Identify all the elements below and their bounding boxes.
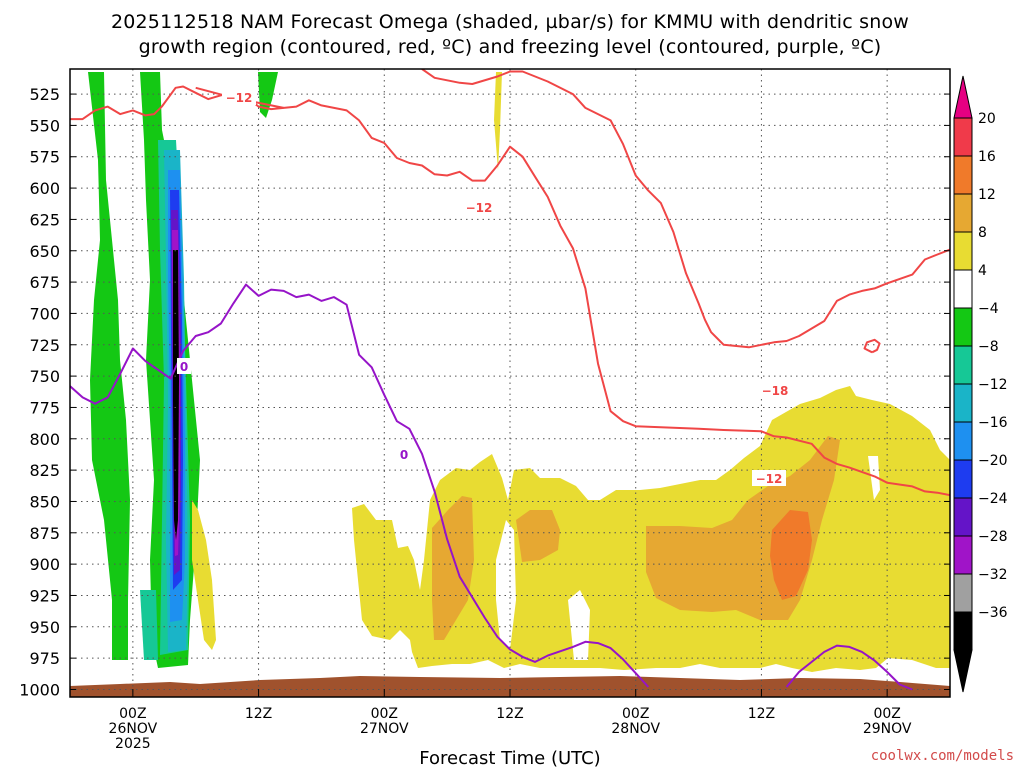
y-tick-label: 775 <box>29 398 60 417</box>
x-tick-label: 00Z <box>622 706 649 722</box>
x-axis-label: Forecast Time (UTC) <box>419 748 600 768</box>
colorbar-label: −24 <box>978 491 1008 507</box>
grid-lines <box>70 69 950 697</box>
colorbar-swatch <box>953 383 973 423</box>
contour-labels: −12 −12 −18 −12 0 0 <box>177 89 792 486</box>
x-tick-label: 00Z <box>873 706 900 722</box>
x-tick-label: 27NOV <box>360 721 409 737</box>
colorbar-label: 4 <box>978 263 987 279</box>
x-tick-label: 2025 <box>115 736 151 752</box>
omega-shade-gold-2 <box>516 510 560 562</box>
y-tick-label: 525 <box>29 85 60 104</box>
contour-freeze_main <box>70 283 650 688</box>
contour-freeze_east <box>785 644 913 691</box>
colorbar-swatch <box>953 535 973 575</box>
colorbar-label: 20 <box>978 111 996 127</box>
colorbar-swatch <box>953 307 973 347</box>
y-tick-label: 625 <box>29 210 60 229</box>
colorbar-swatch <box>953 193 973 233</box>
y-tick-label: 925 <box>29 586 60 605</box>
y-axis: 525 550 575 600 625 650 675 700 725 750 775 800 825 8… <box>19 85 950 699</box>
omega-shading <box>70 72 950 697</box>
x-tick-label: 12Z <box>496 706 523 722</box>
omega-shade-yellow-top1 <box>494 72 502 170</box>
y-tick-label: 950 <box>29 618 60 637</box>
contour-label-dgz-c: −18 <box>762 384 789 398</box>
colorbar-label: −16 <box>978 415 1008 431</box>
colorbar-swatch <box>953 117 973 157</box>
contour-dgz_upper <box>421 69 950 349</box>
colorbar-swatch <box>953 345 973 385</box>
x-tick-label: 12Z <box>748 706 775 722</box>
colorbar-top-arrow <box>953 75 973 119</box>
chart-title-line1: 2025112518 NAM Forecast Omega (shaded, µ… <box>111 11 909 33</box>
y-tick-label: 900 <box>29 555 60 574</box>
y-tick-label: 550 <box>29 116 60 135</box>
y-tick-label: 1000 <box>19 680 60 699</box>
omega-shade-black <box>173 250 179 540</box>
x-tick-label: 00Z <box>119 706 146 722</box>
colorbar-swatch <box>953 459 973 499</box>
y-tick-label: 850 <box>29 492 60 511</box>
omega-shade-gold-1 <box>432 496 474 640</box>
y-tick-label: 650 <box>29 242 60 261</box>
colorbar-label: −32 <box>978 567 1008 583</box>
y-tick-label: 675 <box>29 273 60 292</box>
contour-label-dgz-a: −12 <box>226 91 253 105</box>
contour-dgz_top <box>70 85 950 497</box>
chart-title-line2: growth region (contoured, red, ºC) and f… <box>139 36 882 58</box>
colorbar-swatch <box>953 573 973 613</box>
colorbar-label: −36 <box>978 605 1008 621</box>
y-tick-label: 975 <box>29 649 60 668</box>
colorbar-swatch <box>953 497 973 537</box>
colorbar: 20 16 12 8 4 −4 −8 −12 −16 −20 −24 −28 −32 −36 <box>953 75 1008 693</box>
colorbar-swatch <box>953 421 973 461</box>
contour-label-dgz-d: −12 <box>756 472 783 486</box>
y-tick-label: 750 <box>29 367 60 386</box>
colorbar-label: 8 <box>978 225 987 241</box>
y-tick-label: 700 <box>29 304 60 323</box>
colorbar-label: −4 <box>978 301 999 317</box>
y-tick-label: 800 <box>29 430 60 449</box>
x-tick-label: 00Z <box>371 706 398 722</box>
contour-dgz_small <box>863 338 881 354</box>
omega-shade-white-gap3 <box>868 456 880 500</box>
x-tick-label: 12Z <box>245 706 272 722</box>
y-tick-label: 600 <box>29 179 60 198</box>
contour-label-freeze-b: 0 <box>400 448 408 462</box>
colorbar-swatch <box>953 269 973 309</box>
credit-text: coolwx.com/models <box>871 748 1014 764</box>
omega-shade-green-west <box>88 72 130 660</box>
colorbar-bottom-arrow <box>953 649 973 693</box>
x-tick-label: 29NOV <box>863 721 912 737</box>
colorbar-label: 16 <box>978 149 996 165</box>
colorbar-label: −20 <box>978 453 1008 469</box>
contour-label-dgz-b: −12 <box>466 201 493 215</box>
omega-shade-teal-low <box>140 590 158 660</box>
colorbar-label: −28 <box>978 529 1008 545</box>
x-tick-label: 28NOV <box>611 721 660 737</box>
y-tick-label: 575 <box>29 148 60 167</box>
y-tick-label: 725 <box>29 336 60 355</box>
y-tick-label: 875 <box>29 524 60 543</box>
y-tick-label: 825 <box>29 461 60 480</box>
colorbar-swatch <box>953 231 973 271</box>
colorbar-label: −12 <box>978 377 1008 393</box>
colorbar-swatch <box>953 611 973 651</box>
x-tick-label: 26NOV <box>109 721 158 737</box>
colorbar-label: −8 <box>978 339 999 355</box>
omega-shade-white-gap1 <box>496 520 516 650</box>
contour-label-freeze-a: 0 <box>180 360 188 374</box>
colorbar-label: 12 <box>978 187 996 203</box>
omega-shade-yellow-west <box>192 500 216 650</box>
colorbar-swatch <box>953 155 973 195</box>
